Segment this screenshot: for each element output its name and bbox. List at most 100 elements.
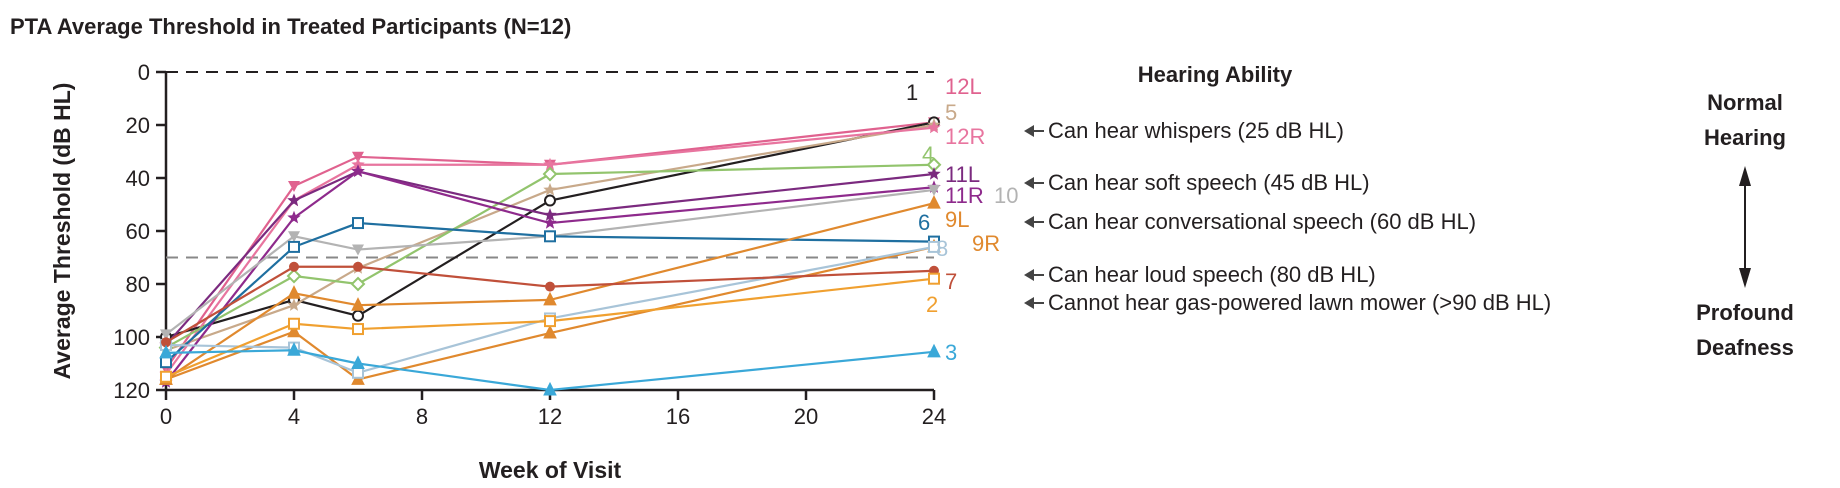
hearing-level: Can hear whispers (25 dB HL) (1024, 118, 1344, 143)
data-point (351, 355, 365, 369)
data-point (289, 261, 299, 272)
series-label: 2 (926, 292, 938, 317)
data-point (288, 231, 300, 243)
data-point (928, 272, 940, 285)
series-label: 6 (918, 210, 930, 235)
data-point (351, 297, 365, 311)
data-point (287, 323, 301, 338)
hearing-level: Can hear loud speech (80 dB HL) (1024, 262, 1376, 287)
data-point (544, 230, 556, 243)
data-point (352, 323, 364, 336)
data-point (160, 370, 172, 383)
data-point (160, 356, 172, 369)
hearing-level-label: Can hear soft speech (45 dB HL) (1048, 170, 1370, 195)
data-point (288, 317, 300, 330)
series-label: 12L (945, 74, 982, 99)
data-point (287, 210, 301, 224)
x-tick-label: 20 (794, 404, 818, 429)
data-point (287, 342, 301, 356)
series-label: 8 (936, 236, 948, 261)
hearing-levels: Can hear whispers (25 dB HL) Can hear sof… (1024, 118, 1551, 315)
x-tick-label: 8 (416, 404, 428, 429)
data-point (542, 166, 558, 182)
arrowhead (1024, 269, 1034, 281)
data-point (927, 195, 941, 209)
data-point (543, 324, 557, 339)
arrowhead (1024, 177, 1034, 189)
data-point (544, 315, 556, 328)
data-point (350, 276, 366, 292)
x-tick-label: 12 (538, 404, 562, 429)
y-tick-label: 120 (113, 378, 150, 403)
series-label: 9L (945, 207, 969, 232)
scale-bottom-line1: Profound (1696, 300, 1794, 325)
data-point (352, 217, 364, 230)
x-tick-label: 0 (160, 404, 172, 429)
hearing-level-label: Cannot hear gas-powered lawn mower (>90 … (1048, 290, 1551, 315)
data-point (352, 244, 364, 256)
chart-title: PTA Average Threshold in Treated Partici… (10, 14, 571, 39)
y-tick-label: 0 (138, 60, 150, 85)
data-point (351, 164, 365, 177)
data-point (543, 208, 557, 221)
data-point (161, 337, 171, 348)
x-tick-label: 24 (922, 404, 946, 429)
series-3 (159, 342, 941, 396)
data-point (287, 285, 301, 299)
series-group (158, 116, 942, 396)
scale-top-line1: Normal (1707, 90, 1783, 115)
hearing-ability-heading: Hearing Ability (1138, 62, 1293, 87)
data-point (927, 343, 941, 358)
data-point (351, 157, 365, 171)
series-label: 11R (945, 183, 984, 208)
series-label: 10 (994, 183, 1018, 208)
data-point (543, 216, 557, 229)
double-arrow-icon (1739, 166, 1751, 288)
y-tick-label: 100 (113, 325, 150, 350)
arrowhead (1024, 216, 1034, 228)
x-tick-label: 16 (666, 404, 690, 429)
hearing-level: Can hear conversational speech (60 dB HL… (1024, 209, 1476, 234)
reference-lines (166, 71, 934, 259)
x-tick-label: 4 (288, 404, 300, 429)
series-label: 11L (945, 162, 980, 187)
y-tick-label: 60 (126, 219, 150, 244)
hearing-level-label: Can hear conversational speech (60 dB HL… (1048, 209, 1476, 234)
data-point (287, 193, 301, 207)
series-7 (161, 261, 939, 348)
hearing-level: Can hear soft speech (45 dB HL) (1024, 170, 1370, 195)
data-point (160, 329, 172, 341)
series-label: 5 (945, 100, 957, 125)
data-point (543, 381, 557, 396)
y-axis-label: Average Threshold (dB HL) (49, 83, 75, 380)
data-point (352, 151, 364, 163)
series-label: 1 (906, 80, 918, 105)
x-axis-label: Week of Visit (479, 457, 622, 483)
data-point (288, 180, 300, 192)
series-label: 3 (945, 340, 957, 365)
data-point (288, 240, 300, 253)
y-tick-label: 20 (126, 113, 150, 138)
data-point (928, 184, 940, 196)
arrowhead (1024, 297, 1034, 309)
data-point (159, 344, 173, 359)
data-point (352, 366, 364, 379)
data-point (545, 281, 555, 292)
data-point (352, 309, 364, 322)
arrowhead (1024, 125, 1034, 137)
y-tick-label: 80 (126, 272, 150, 297)
data-point (927, 120, 941, 134)
series-label: 4 (922, 142, 934, 167)
data-point (543, 157, 557, 171)
data-point (353, 261, 363, 272)
series-label: 7 (945, 269, 957, 294)
scale-bottom-line2: Deafness (1696, 335, 1794, 360)
series-1 (160, 116, 940, 343)
y-tick-label: 40 (126, 166, 150, 191)
data-point (927, 167, 941, 180)
data-point (543, 291, 557, 306)
data-point (286, 268, 302, 284)
hearing-level: Cannot hear gas-powered lawn mower (>90 … (1024, 290, 1551, 315)
